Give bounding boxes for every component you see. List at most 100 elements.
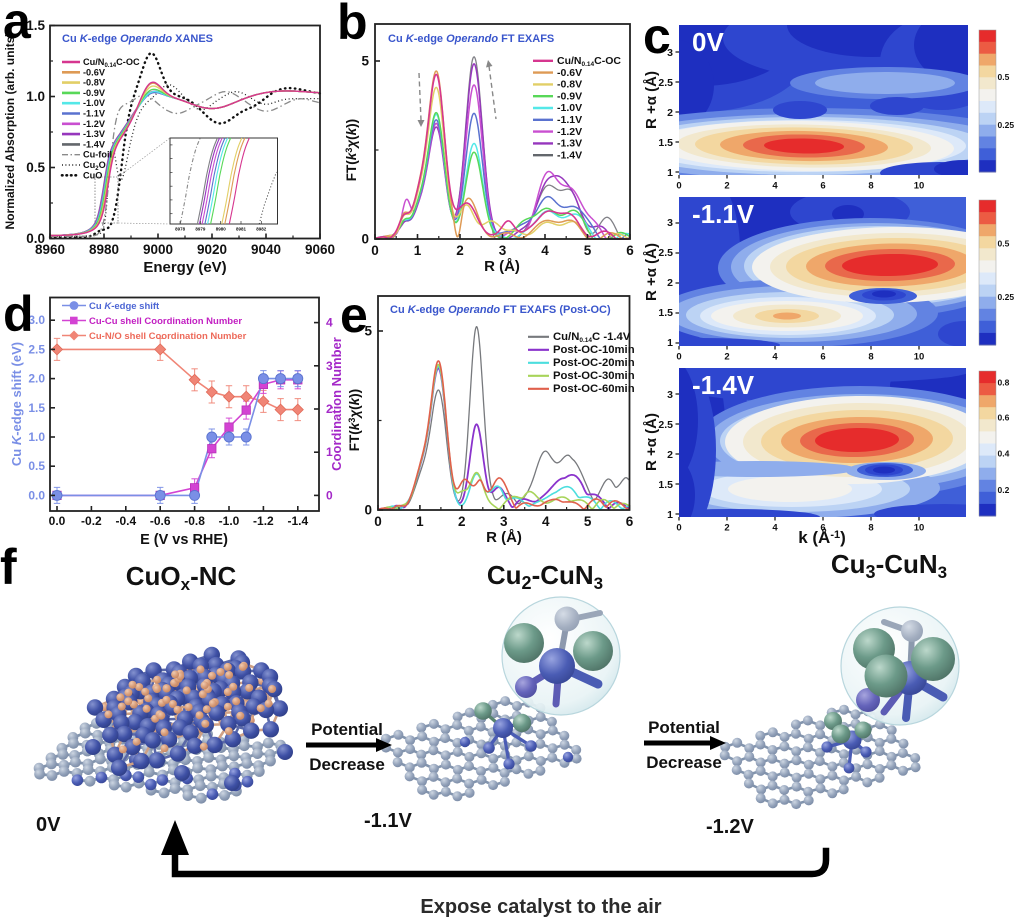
svg-text:0.6: 0.6 [998,412,1010,422]
svg-text:2.5: 2.5 [658,419,673,431]
svg-text:a: a [3,0,32,49]
svg-text:1.0: 1.0 [28,430,45,444]
svg-text:4: 4 [542,514,550,529]
svg-text:-1.0: -1.0 [219,514,240,528]
svg-text:1: 1 [414,243,422,258]
svg-text:3: 3 [667,217,673,229]
svg-text:f: f [0,539,17,595]
svg-text:E (V vs RHE): E (V vs RHE) [140,532,228,548]
svg-text:-1.2V: -1.2V [83,119,106,129]
svg-text:-1.1V: -1.1V [83,109,106,119]
svg-text:-0.9V: -0.9V [557,90,582,102]
svg-text:4: 4 [772,523,778,534]
svg-text:-0.9V: -0.9V [83,88,106,98]
svg-text:0V: 0V [36,814,61,836]
svg-text:8: 8 [868,523,873,534]
svg-text:9060: 9060 [305,242,335,257]
svg-text:0V: 0V [692,27,724,57]
svg-text:10: 10 [914,523,925,534]
svg-text:8982: 8982 [256,227,267,232]
svg-text:Cu K-edge Operando FT EXAFS: Cu K-edge Operando FT EXAFS [388,33,554,45]
svg-text:0.25: 0.25 [998,292,1014,302]
svg-text:0: 0 [364,503,372,518]
svg-text:R +α (Å): R +α (Å) [643,243,660,301]
svg-text:0.5: 0.5 [28,459,45,473]
svg-text:3: 3 [499,243,507,258]
svg-text:0: 0 [371,243,379,258]
svg-text:8980: 8980 [89,242,119,257]
svg-text:0.4: 0.4 [998,449,1010,459]
svg-text:4: 4 [541,243,549,258]
svg-text:Cu-foil: Cu-foil [83,150,112,160]
svg-text:1: 1 [667,167,673,179]
svg-text:0: 0 [676,181,681,192]
svg-text:0: 0 [676,523,681,534]
svg-text:6: 6 [820,352,825,363]
svg-text:0.0: 0.0 [26,231,45,246]
svg-text:5: 5 [584,514,592,529]
svg-text:4: 4 [772,352,778,363]
svg-text:8978: 8978 [175,227,186,232]
svg-text:4: 4 [326,316,333,330]
svg-text:-0.4: -0.4 [115,514,136,528]
svg-text:4: 4 [772,181,778,192]
svg-text:3: 3 [667,389,673,401]
svg-text:-1.0V: -1.0V [83,98,106,108]
svg-text:-1.3V: -1.3V [83,129,106,139]
svg-text:0.5: 0.5 [998,72,1010,82]
svg-text:d: d [3,286,34,342]
svg-text:b: b [337,0,368,50]
svg-text:R +α (Å): R +α (Å) [643,413,660,471]
svg-text:Post-OC-10min: Post-OC-10min [553,344,635,356]
svg-text:1.5: 1.5 [658,479,673,491]
svg-text:Post-OC-30min: Post-OC-30min [553,370,635,382]
svg-text:Expose catalyst to the air: Expose catalyst to the air [420,896,661,918]
svg-text:8: 8 [868,181,873,192]
svg-text:1.5: 1.5 [28,401,45,415]
svg-text:0: 0 [361,232,369,247]
svg-text:Normalized Absorption (arb. un: Normalized Absorption (arb. units) [3,33,17,230]
svg-text:-0.6V: -0.6V [83,67,106,77]
svg-text:-1.1V: -1.1V [364,810,412,832]
svg-text:-0.6V: -0.6V [557,67,582,79]
svg-text:0: 0 [374,514,382,529]
svg-text:8979: 8979 [195,227,206,232]
svg-text:R (Å): R (Å) [486,529,522,546]
svg-text:0: 0 [326,488,333,502]
svg-text:0.5: 0.5 [998,239,1010,249]
svg-text:Post-OC-20min: Post-OC-20min [553,357,635,369]
svg-text:Potential: Potential [311,720,383,739]
svg-text:2: 2 [667,449,673,461]
svg-text:1.5: 1.5 [658,137,673,149]
svg-text:c: c [643,8,671,64]
svg-text:5: 5 [361,54,369,69]
svg-text:Cu-N/O shell Coordination Numb: Cu-N/O shell Coordination Number [89,331,247,342]
svg-text:9040: 9040 [251,242,281,257]
svg-text:Cu K-edge Operando FT EXAFS (: Cu K-edge Operando FT EXAFS (Post-OC) [390,304,611,316]
svg-text:10: 10 [914,352,925,363]
svg-text:0.0: 0.0 [28,488,45,502]
svg-text:2: 2 [724,181,729,192]
svg-text:Decrease: Decrease [309,755,385,774]
svg-text:8: 8 [868,352,873,363]
svg-text:8980: 8980 [216,227,227,232]
svg-text:0.5: 0.5 [26,160,45,175]
svg-text:-1.2: -1.2 [253,514,274,528]
svg-text:Coordination Number: Coordination Number [329,337,344,471]
svg-text:9020: 9020 [197,242,227,257]
svg-text:9000: 9000 [143,242,173,257]
svg-text:0.25: 0.25 [998,120,1014,130]
svg-text:5: 5 [584,243,592,258]
svg-text:-1.1V: -1.1V [692,199,755,229]
svg-text:1.5: 1.5 [658,307,673,319]
svg-text:3: 3 [500,514,508,529]
svg-text:CuO: CuO [83,170,102,180]
svg-text:Cu2-CuN3: Cu2-CuN3 [487,560,603,593]
svg-text:-1.4V: -1.4V [83,139,106,149]
svg-text:-1.0V: -1.0V [557,102,582,114]
svg-text:1.0: 1.0 [26,89,45,104]
svg-text:2.5: 2.5 [658,247,673,259]
svg-text:2.0: 2.0 [28,372,45,386]
svg-text:10: 10 [914,181,925,192]
svg-text:0.8: 0.8 [998,378,1010,388]
